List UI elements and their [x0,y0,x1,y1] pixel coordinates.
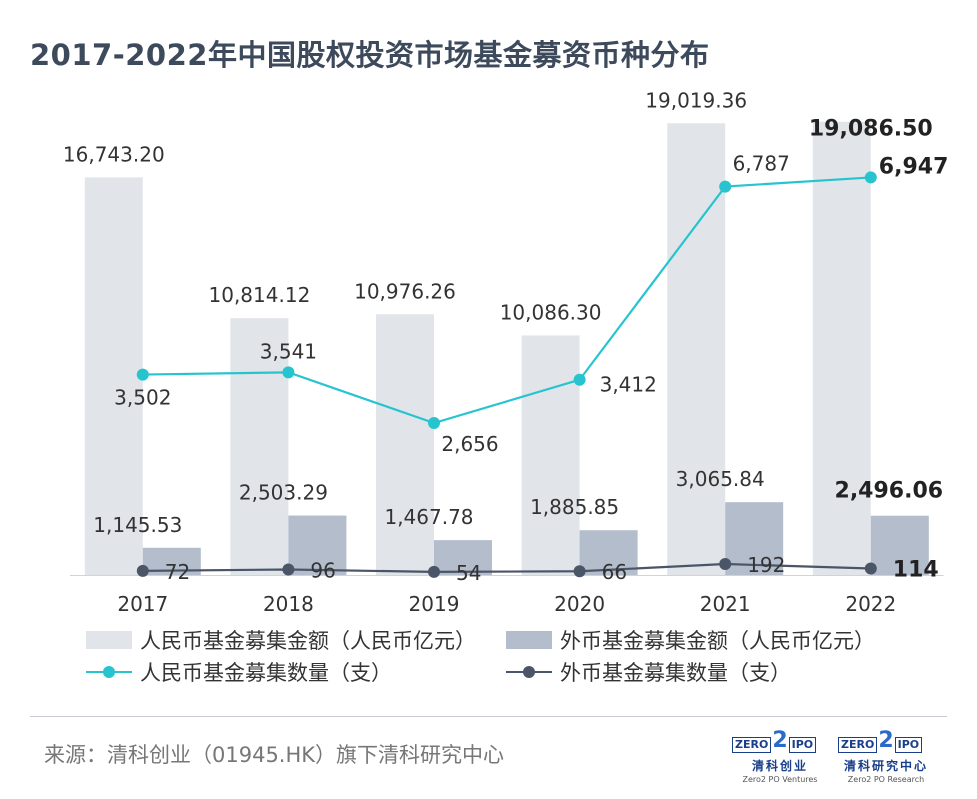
point-fx-count-2018 [282,563,295,576]
bar-fx-amount-2020 [579,530,638,575]
label-fx-count-2022: 114 [893,557,939,582]
legend-label-rmb-amount: 人民币基金募集金额（人民币亿元） [140,629,476,653]
tick-label-2020: 2020 [554,592,605,616]
label-fx-amount-2020: 1,885.85 [530,495,619,519]
tick-label-2019: 2019 [409,592,460,616]
label-rmb-count-2018: 3,541 [260,339,317,363]
label-rmb-count-2017: 3,502 [114,386,171,410]
label-fx-amount-2019: 1,467.78 [384,505,473,529]
chart-area: 16,743.20 1,145.53 3,502 72 2017 10,814.12 2,5… [63,88,949,616]
point-rmb-count-2019 [428,417,440,429]
bar-rmb-amount-2022 [812,121,871,576]
tick-label-2022: 2022 [845,592,896,616]
point-rmb-count-2021 [719,180,732,193]
point-rmb-count-2017 [136,368,149,381]
label-rmb-amount-2018: 10,814.12 [209,283,311,307]
bar-rmb-amount-2019 [376,314,434,575]
point-rmb-count-2020 [573,373,586,386]
point-fx-count-2017 [136,564,149,577]
label-rmb-amount-2019: 10,976.26 [354,279,456,303]
label-fx-count-2017: 72 [165,560,190,584]
label-rmb-amount-2020: 10,086.30 [500,300,602,324]
point-fx-count-2022 [864,562,877,575]
tick-label-2018: 2018 [263,592,314,616]
legend-item-rmb-count: 人民币基金募集数量（支） [86,657,392,687]
label-rmb-count-2021: 6,787 [733,152,790,176]
bar-rmb-amount-2018 [230,318,289,575]
label-fx-amount-2022: 2,496.06 [835,479,944,504]
label-fx-count-2020: 66 [602,560,627,584]
line-fx-count [142,562,871,574]
legend: 人民币基金募集金额（人民币亿元） 外币基金募集金额（人民币亿元） 人民币基金募集… [86,625,926,689]
chart-title: 2017-2022年中国股权投资市场基金募资币种分布 [30,38,710,72]
bar-fx-amount-2018 [288,515,347,575]
legend-swatch-rmb-count [86,662,132,682]
legend-item-fx-count: 外币基金募集数量（支） [506,657,791,687]
bar-rmb-amount-2021 [667,123,726,576]
legend-item-rmb-amount: 人民币基金募集金额（人民币亿元） [86,625,476,655]
label-rmb-count-2022: 6,947 [879,154,949,179]
tick-label-2017: 2017 [117,592,168,616]
label-rmb-amount-2021: 19,019.36 [645,88,747,112]
label-rmb-amount-2022: 19,086.50 [809,117,933,142]
bar-fx-amount-2019 [434,540,492,575]
source-note: 来源：清科创业（01945.HK）旗下清科研究中心 [44,743,505,767]
legend-label-rmb-count: 人民币基金募集数量（支） [140,661,392,685]
bar-fx-amount-2021 [725,502,784,575]
label-fx-amount-2017: 1,145.53 [93,513,182,537]
logo-zero2ipo-ventures: ZERO 2 IPO 清科创业 Zero2 PO Ventures [732,730,828,784]
point-rmb-count-2022 [864,171,877,184]
bar-fx-amount-2022 [870,515,929,575]
label-rmb-amount-2017: 16,743.20 [63,142,165,166]
point-fx-count-2020 [573,565,586,578]
legend-label-fx-amount: 外币基金募集金额（人民币亿元） [560,629,875,653]
bar-rmb-amount-2020 [521,335,580,575]
legend-swatch-rmb-amount [86,631,132,649]
footer-divider [30,716,947,717]
point-fx-count-2021 [719,558,732,571]
label-rmb-count-2019: 2,656 [441,432,498,456]
label-fx-amount-2021: 3,065.84 [676,467,765,491]
point-fx-count-2019 [428,565,440,578]
tick-label-2021: 2021 [700,592,751,616]
label-fx-count-2021: 192 [747,553,785,577]
label-fx-count-2018: 96 [310,559,335,583]
line-rmb-count [142,176,871,425]
point-rmb-count-2018 [282,366,295,379]
legend-swatch-fx-amount [506,631,552,649]
legend-swatch-fx-count [506,662,552,682]
label-rmb-count-2020: 3,412 [600,373,657,397]
legend-label-fx-count: 外币基金募集数量（支） [560,661,791,685]
bar-rmb-amount-2017 [84,177,143,575]
logo-zero2ipo-research: ZERO 2 IPO 清科研究中心 Zero2 PO Research [838,730,934,784]
label-fx-count-2019: 54 [456,561,481,585]
legend-item-fx-amount: 外币基金募集金额（人民币亿元） [506,625,875,655]
label-fx-amount-2018: 2,503.29 [239,481,328,505]
